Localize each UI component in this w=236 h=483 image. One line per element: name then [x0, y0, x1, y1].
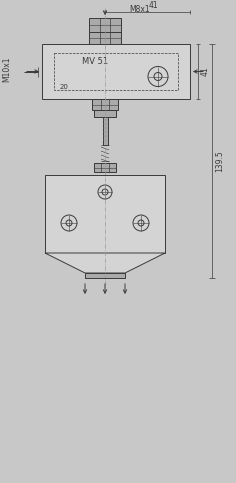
Bar	[42, 44, 190, 99]
Bar	[89, 32, 121, 44]
Text: 41: 41	[201, 67, 210, 76]
Bar	[85, 273, 125, 278]
Circle shape	[148, 67, 168, 86]
Bar	[102, 117, 108, 145]
Text: 139.5: 139.5	[215, 150, 224, 172]
Text: M8x1: M8x1	[129, 5, 150, 14]
Bar	[94, 110, 116, 117]
Bar	[92, 99, 118, 110]
Bar	[89, 18, 121, 32]
Bar	[54, 53, 178, 90]
Circle shape	[154, 72, 162, 81]
Text: MV 51: MV 51	[82, 57, 108, 67]
Circle shape	[66, 220, 72, 226]
Text: 41: 41	[149, 1, 158, 10]
Circle shape	[133, 215, 149, 231]
Circle shape	[138, 220, 144, 226]
Bar	[45, 175, 165, 253]
Circle shape	[61, 215, 77, 231]
Circle shape	[102, 189, 108, 195]
Text: 20: 20	[59, 84, 68, 90]
Circle shape	[98, 185, 112, 199]
Text: M10x1: M10x1	[3, 57, 12, 82]
Polygon shape	[45, 253, 165, 273]
Bar	[94, 163, 116, 172]
